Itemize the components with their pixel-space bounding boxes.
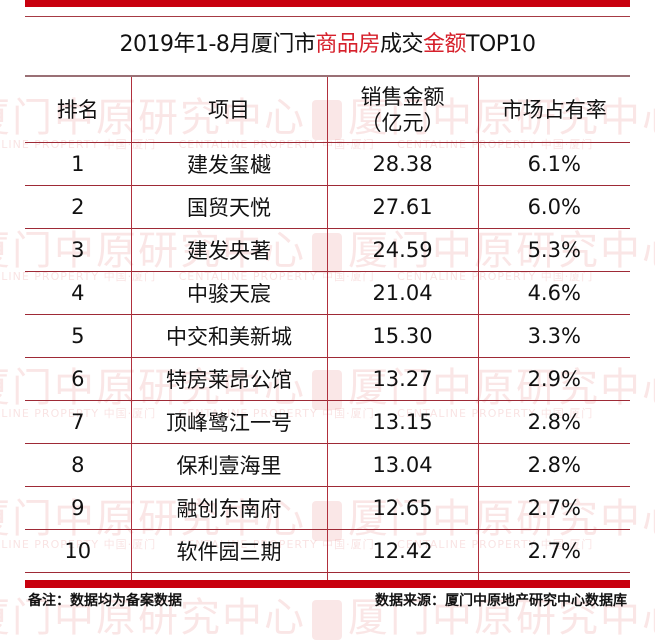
cell-rank: 3	[25, 228, 131, 272]
cell-rank: 10	[25, 529, 131, 573]
top-divider	[25, 16, 630, 17]
cell-share: 2.9%	[477, 357, 630, 401]
cell-sales: 12.42	[326, 529, 478, 573]
cell-share: 5.3%	[477, 228, 630, 272]
cell-project: 顶峰鹭江一号	[130, 400, 327, 444]
cell-sales: 28.38	[326, 142, 478, 186]
spacer-cell	[477, 572, 630, 583]
table-spacer-row	[25, 572, 630, 583]
cell-rank: 2	[25, 185, 131, 229]
footer-note: 备注：数据均为备案数据	[28, 593, 182, 609]
top-accent-bar	[25, 0, 630, 7]
cell-sales: 21.04	[326, 271, 478, 315]
table-row: 5 中交和美新城 15.30 3.3%	[25, 314, 630, 358]
cell-rank: 9	[25, 486, 131, 530]
chart-title: 2019年1-8月厦门市商品房成交金额TOP10	[25, 30, 630, 60]
cell-share: 6.1%	[477, 142, 630, 186]
cell-share: 3.3%	[477, 314, 630, 358]
cell-share: 6.0%	[477, 185, 630, 229]
header-sales-line1: 销售金额	[360, 84, 445, 109]
cell-sales: 15.30	[326, 314, 478, 358]
table-row: 8 保利壹海里 13.04 2.8%	[25, 443, 630, 487]
cell-project: 国贸天悦	[130, 185, 327, 229]
header-share: 市场占有率	[477, 75, 630, 143]
table-row: 10 软件园三期 12.42 2.7%	[25, 529, 630, 573]
title-part: 2019年1-8月厦门市	[119, 32, 316, 57]
cell-project: 特房莱昂公馆	[130, 357, 327, 401]
cell-rank: 8	[25, 443, 131, 487]
footer-source: 数据来源：厦门中原地产研究中心数据库	[375, 593, 627, 609]
cell-rank: 5	[25, 314, 131, 358]
cell-rank: 1	[25, 142, 131, 186]
cell-project: 建发玺樾	[130, 142, 327, 186]
cell-project: 软件园三期	[130, 529, 327, 573]
cell-sales: 27.61	[326, 185, 478, 229]
table-row: 1 建发玺樾 28.38 6.1%	[25, 142, 630, 186]
table-row: 6 特房莱昂公馆 13.27 2.9%	[25, 357, 630, 401]
cell-share: 2.8%	[477, 400, 630, 444]
cell-project: 中交和美新城	[130, 314, 327, 358]
cell-rank: 7	[25, 400, 131, 444]
title-highlight: 商品房	[315, 32, 380, 57]
cell-sales: 13.04	[326, 443, 478, 487]
header-project: 项目	[130, 75, 327, 143]
ranking-table: 排名 项目 销售金额 （亿元） 市场占有率 1 建发玺樾 28.38 6.1% 2…	[25, 75, 630, 583]
cell-sales: 24.59	[326, 228, 478, 272]
cell-share: 2.8%	[477, 443, 630, 487]
cell-share: 2.7%	[477, 529, 630, 573]
bottom-accent-bar	[25, 580, 630, 588]
spacer-cell	[130, 572, 327, 583]
cell-project: 融创东南府	[130, 486, 327, 530]
cell-share: 2.7%	[477, 486, 630, 530]
header-sales-unit: （亿元）	[360, 110, 445, 135]
cell-rank: 4	[25, 271, 131, 315]
table-row: 7 顶峰鹭江一号 13.15 2.8%	[25, 400, 630, 444]
spacer-cell	[326, 572, 478, 583]
table-row: 4 中骏天宸 21.04 4.6%	[25, 271, 630, 315]
watermark-logo-icon	[312, 600, 342, 640]
cell-project: 中骏天宸	[130, 271, 327, 315]
header-rank: 排名	[25, 75, 131, 143]
cell-sales: 12.65	[326, 486, 478, 530]
cell-share: 4.6%	[477, 271, 630, 315]
title-highlight: 金额	[422, 32, 467, 57]
cell-project: 保利壹海里	[130, 443, 327, 487]
title-part: 成交	[379, 32, 424, 57]
cell-sales: 13.27	[326, 357, 478, 401]
table-row: 2 国贸天悦 27.61 6.0%	[25, 185, 630, 229]
spacer-cell	[25, 572, 131, 583]
cell-project: 建发央著	[130, 228, 327, 272]
header-sales: 销售金额 （亿元）	[326, 75, 478, 143]
title-part: TOP10	[465, 32, 536, 57]
cell-sales: 13.15	[326, 400, 478, 444]
cell-rank: 6	[25, 357, 131, 401]
table-row: 9 融创东南府 12.65 2.7%	[25, 486, 630, 530]
table-row: 3 建发央著 24.59 5.3%	[25, 228, 630, 272]
table-header-row: 排名 项目 销售金额 （亿元） 市场占有率	[25, 75, 630, 143]
